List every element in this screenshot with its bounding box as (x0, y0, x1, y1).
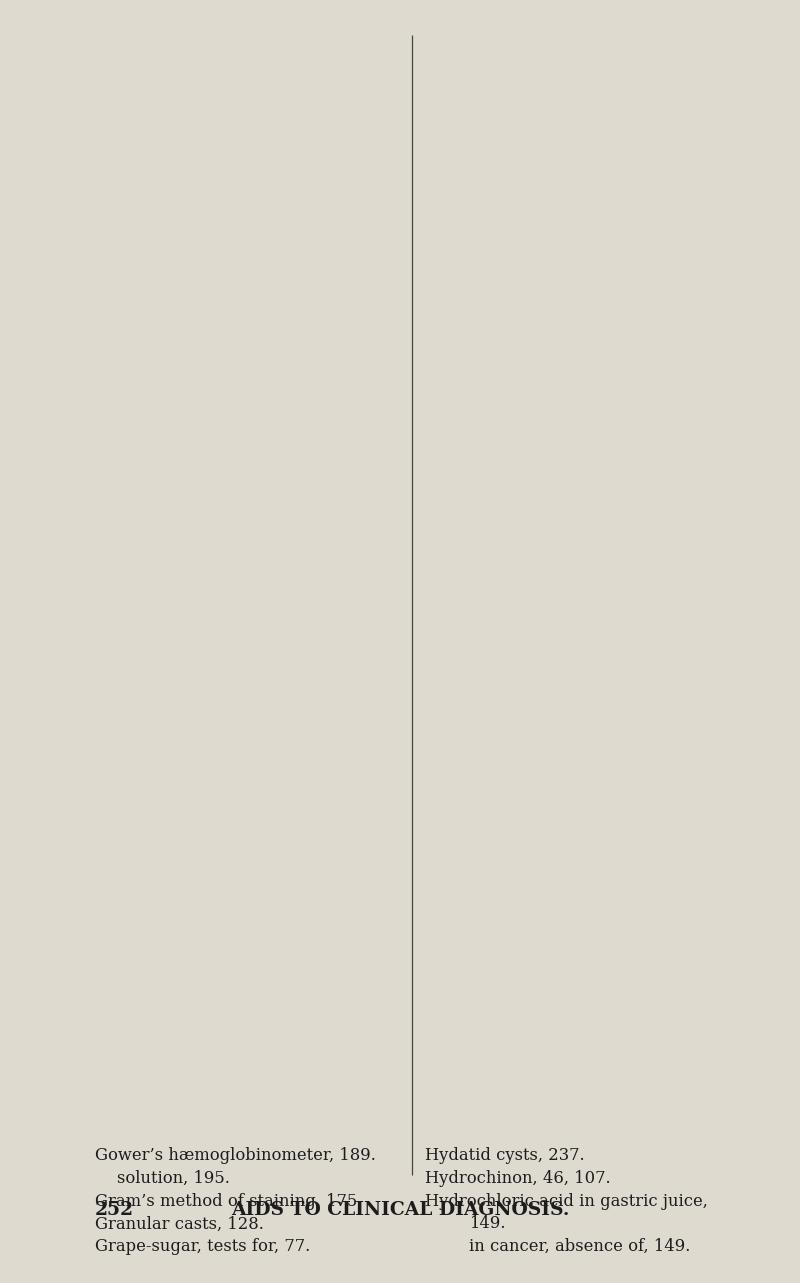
Text: in cancer, absence of, 149.: in cancer, absence of, 149. (469, 1238, 690, 1255)
Text: Grape-sugar, tests for, 77.: Grape-sugar, tests for, 77. (95, 1238, 310, 1255)
Text: solution, 195.: solution, 195. (117, 1170, 230, 1187)
Text: Gram’s method of staining, 175.: Gram’s method of staining, 175. (95, 1193, 362, 1210)
Text: Hydatid cysts, 237.: Hydatid cysts, 237. (425, 1147, 585, 1164)
Text: Hydrochloric acid in gastric juice,: Hydrochloric acid in gastric juice, (425, 1193, 708, 1210)
Text: Granular casts, 128.: Granular casts, 128. (95, 1215, 264, 1233)
Text: AIDS TO CLINICAL DIAGNOSIS.: AIDS TO CLINICAL DIAGNOSIS. (231, 1201, 569, 1219)
Text: Hydrochinon, 46, 107.: Hydrochinon, 46, 107. (425, 1170, 610, 1187)
Text: 252: 252 (95, 1201, 134, 1219)
Text: 149.: 149. (469, 1215, 506, 1233)
Text: Gower’s hæmoglobinometer, 189.: Gower’s hæmoglobinometer, 189. (95, 1147, 376, 1164)
